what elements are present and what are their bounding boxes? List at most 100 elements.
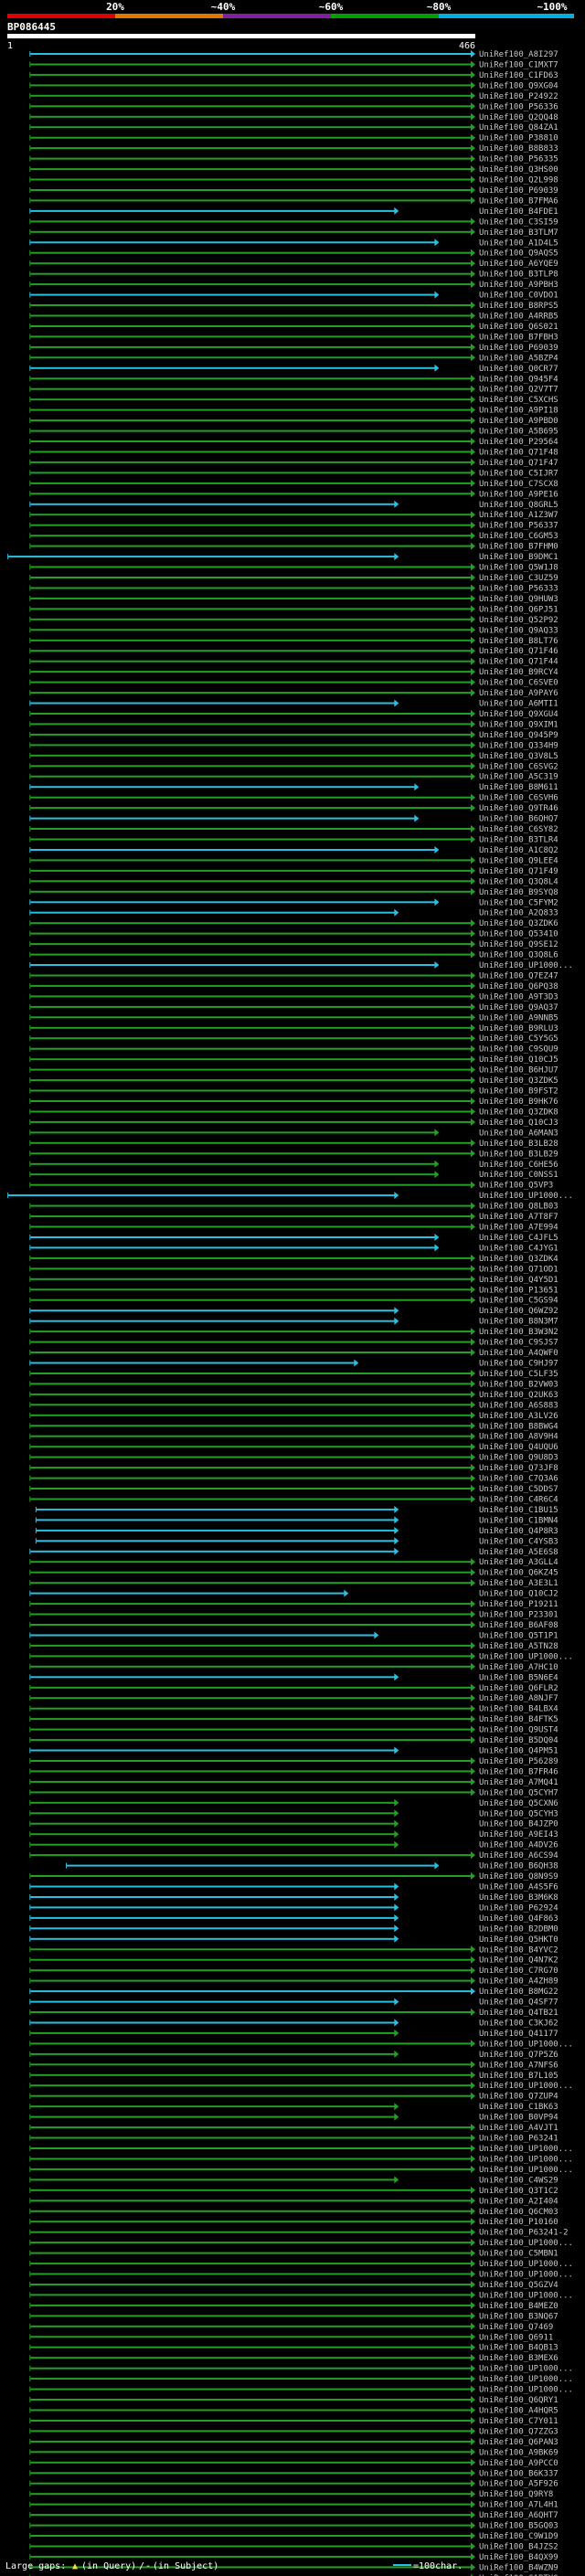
hit-label[interactable]: UniRef100_A5TN28 (479, 1642, 558, 1651)
hit-label[interactable]: UniRef100_B8BWG4 (479, 1422, 558, 1431)
hit-label[interactable]: UniRef100_P10160 (479, 2218, 558, 2227)
hit-row[interactable]: UniRef100_Q52P92 (29, 615, 558, 625)
hit-label[interactable]: UniRef100_A5E6S8 (479, 1548, 558, 1557)
hit-row[interactable]: UniRef100_C4JFL5 (29, 1234, 558, 1243)
hit-label[interactable]: UniRef100_Q10CJ5 (479, 1055, 558, 1065)
hit-label[interactable]: UniRef100_Q9LEE4 (479, 856, 558, 865)
hit-label[interactable]: UniRef100_A7L4H1 (479, 2501, 558, 2510)
hit-row[interactable]: UniRef100_C4R6C4 (29, 1495, 558, 1505)
hit-row[interactable]: UniRef100_Q84ZA1 (29, 123, 558, 133)
hit-label[interactable]: UniRef100_A7T8F7 (479, 1213, 558, 1222)
hit-row[interactable]: UniRef100_Q71F46 (29, 647, 558, 656)
hit-label[interactable]: UniRef100_Q6PAN3 (479, 2438, 558, 2447)
hit-row[interactable]: UniRef100_B4MEZ0 (29, 2301, 558, 2311)
hit-label[interactable]: UniRef100_Q71OD1 (479, 1265, 558, 1274)
hit-row[interactable]: UniRef100_B7FHM0 (29, 542, 558, 552)
hit-label[interactable]: UniRef100_Q4N7K2 (479, 1956, 558, 1966)
hit-row[interactable]: UniRef100_A1D4L5 (29, 239, 558, 248)
hit-row[interactable]: UniRef100_B3LB28 (29, 1139, 558, 1149)
hit-row[interactable]: UniRef100_C5IJR7 (29, 469, 558, 478)
hit-row[interactable]: UniRef100_Q6QRY1 (29, 2396, 558, 2405)
hit-row[interactable]: UniRef100_UP1000... (29, 2082, 573, 2091)
hit-label[interactable]: UniRef100_Q945F4 (479, 375, 558, 384)
hit-row[interactable]: UniRef100_A6S883 (29, 1401, 558, 1410)
hit-label[interactable]: UniRef100_Q4UQU6 (479, 1443, 558, 1452)
hit-row[interactable]: UniRef100_Q3V8L5 (29, 751, 558, 761)
hit-label[interactable]: UniRef100_B4FTK5 (479, 1715, 558, 1724)
hit-row[interactable]: UniRef100_C1BTY0 (29, 2573, 558, 2576)
hit-row[interactable]: UniRef100_A4DV26 (29, 1840, 558, 1850)
hit-label[interactable]: UniRef100_C4WS29 (479, 2176, 558, 2185)
hit-row[interactable]: UniRef100_A1C8Q2 (29, 846, 558, 855)
hit-row[interactable]: UniRef100_C1BU15 (35, 1505, 558, 1515)
hit-row[interactable]: UniRef100_C5GS94 (29, 1296, 558, 1306)
hit-row[interactable]: UniRef100_C3KJ62 (29, 2019, 558, 2029)
hit-label[interactable]: UniRef100_B8N3M7 (479, 1318, 558, 1327)
hit-label[interactable]: UniRef100_B9DMC1 (479, 553, 558, 562)
hit-row[interactable]: UniRef100_A4ZH89 (29, 1977, 558, 1987)
hit-row[interactable]: UniRef100_B9DMC1 (7, 553, 558, 562)
hit-label[interactable]: UniRef100_B7FR46 (479, 1767, 558, 1776)
hit-label[interactable]: UniRef100_Q4Y5D1 (479, 1276, 558, 1285)
hit-label[interactable]: UniRef100_Q5VP3 (479, 1182, 553, 1191)
hit-label[interactable]: UniRef100_UP1000... (479, 2260, 573, 2269)
hit-label[interactable]: UniRef100_Q6S021 (479, 323, 558, 332)
hit-label[interactable]: UniRef100_C5Y5G5 (479, 1034, 558, 1044)
hit-row[interactable]: UniRef100_Q2UK63 (29, 1390, 558, 1400)
hit-label[interactable]: UniRef100_Q7ZZG3 (479, 2427, 558, 2436)
hit-label[interactable]: UniRef100_Q8LB03 (479, 1203, 558, 1212)
hit-row[interactable]: UniRef100_C6HE56 (29, 1160, 558, 1170)
hit-row[interactable]: UniRef100_B4JZS2 (29, 2542, 558, 2552)
hit-label[interactable]: UniRef100_B7FBH3 (479, 333, 558, 342)
hit-label[interactable]: UniRef100_P23301 (479, 1611, 558, 1620)
hit-row[interactable]: UniRef100_B9RLU3 (29, 1023, 558, 1034)
hit-label[interactable]: UniRef100_Q3Q8L4 (479, 877, 558, 886)
hit-label[interactable]: UniRef100_B6K337 (479, 2469, 558, 2478)
hit-label[interactable]: UniRef100_A7NFS6 (479, 2061, 558, 2070)
hit-label[interactable]: UniRef100_A9PBH3 (479, 281, 558, 290)
hit-label[interactable]: UniRef100_C6SVG2 (479, 762, 558, 771)
hit-label[interactable]: UniRef100_Q9AQS5 (479, 249, 558, 259)
hit-label[interactable]: UniRef100_Q71F49 (479, 867, 558, 876)
hit-row[interactable]: UniRef100_Q3Q8L6 (29, 950, 558, 960)
hit-row[interactable]: UniRef100_A7HC10 (29, 1662, 558, 1672)
hit-label[interactable]: UniRef100_B3TLM7 (479, 228, 558, 238)
hit-label[interactable]: UniRef100_A6MAN3 (479, 1129, 558, 1138)
hit-label[interactable]: UniRef100_A7MQ41 (479, 1778, 558, 1787)
hit-row[interactable]: UniRef100_P63241 (29, 2134, 558, 2144)
hit-label[interactable]: UniRef100_Q6KZ45 (479, 1569, 558, 1578)
hit-row[interactable]: UniRef100_B9FST2 (29, 1087, 558, 1097)
hit-label[interactable]: UniRef100_B8B833 (479, 144, 558, 154)
hit-row[interactable]: UniRef100_Q10CJ2 (29, 1589, 558, 1599)
hit-label[interactable]: UniRef100_C3SI59 (479, 217, 558, 227)
hit-label[interactable]: UniRef100_A9PE16 (479, 490, 558, 499)
hit-label[interactable]: UniRef100_B0VP94 (479, 2114, 558, 2123)
hit-row[interactable]: UniRef100_B5DQ04 (29, 1736, 558, 1745)
hit-row[interactable]: UniRef100_Q4F863 (29, 1913, 558, 1924)
hit-label[interactable]: UniRef100_P69039 (479, 186, 558, 196)
hit-row[interactable]: UniRef100_A5C319 (29, 772, 558, 782)
hit-row[interactable]: UniRef100_A5E6S8 (29, 1547, 558, 1557)
hit-row[interactable]: UniRef100_Q9XGU4 (29, 710, 558, 719)
hit-row[interactable]: UniRef100_Q4TB21 (29, 2009, 558, 2018)
hit-row[interactable]: UniRef100_A5F926 (29, 2479, 558, 2489)
hit-label[interactable]: UniRef100_Q9TR46 (479, 804, 558, 813)
hit-row[interactable]: UniRef100_C5LF35 (29, 1370, 558, 1379)
hit-label[interactable]: UniRef100_UP1000... (479, 2365, 573, 2374)
hit-label[interactable]: UniRef100_Q9XIM1 (479, 720, 558, 729)
hit-row[interactable]: UniRef100_A7NFS6 (29, 2061, 558, 2070)
hit-label[interactable]: UniRef100_B3MEX6 (479, 2354, 558, 2363)
hit-label[interactable]: UniRef100_Q71F47 (479, 459, 558, 468)
hit-row[interactable]: UniRef100_Q5W1J8 (29, 563, 558, 573)
hit-label[interactable]: UniRef100_Q7EZ47 (479, 972, 558, 981)
hit-row[interactable]: UniRef100_B4LBX4 (29, 1704, 558, 1714)
hit-row[interactable]: UniRef100_B6QHQ7 (29, 814, 558, 824)
hit-label[interactable]: UniRef100_Q84ZA1 (479, 123, 558, 133)
hit-row[interactable]: UniRef100_A4QWF0 (29, 1349, 558, 1358)
hit-label[interactable]: UniRef100_Q2QQ48 (479, 113, 558, 122)
hit-label[interactable]: UniRef100_Q5CXN6 (479, 1799, 558, 1808)
hit-label[interactable]: UniRef100_P24922 (479, 92, 558, 101)
hit-label[interactable]: UniRef100_C6SVH6 (479, 794, 558, 803)
hit-row[interactable]: UniRef100_UP1000... (29, 2364, 573, 2374)
hit-label[interactable]: UniRef100_Q3ZDK5 (479, 1076, 558, 1086)
